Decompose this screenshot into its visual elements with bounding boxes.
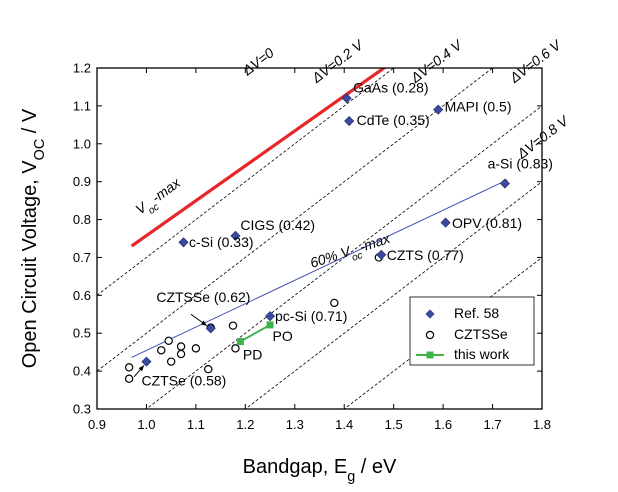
point-label-cigs-0-42: CIGS (0.42) bbox=[240, 217, 315, 233]
point-label-opv-0-81: OPV (0.81) bbox=[452, 215, 522, 231]
x-axis-title: Bandgap, Eg / eV bbox=[243, 456, 397, 485]
x-tick-label-1-3: 1.3 bbox=[286, 417, 304, 432]
y-tick-label-0-7: 0.7 bbox=[73, 250, 91, 265]
point-label-cztsse-0-62: CZTSSe (0.62) bbox=[156, 289, 250, 305]
this-work-line bbox=[239, 324, 271, 343]
x-tick-label-0-9: 0.9 bbox=[88, 417, 106, 432]
arrow-cztsse-head bbox=[200, 320, 207, 326]
point-label-c-si-0-33: c-Si (0.33) bbox=[189, 234, 254, 250]
this-work-series: PD PO bbox=[236, 321, 293, 363]
voc-curves bbox=[130, 68, 508, 358]
x-tick-label-1-0: 1.0 bbox=[137, 417, 155, 432]
y-tick-label-1-0: 1.0 bbox=[73, 136, 91, 151]
legend-label-this-work: this work bbox=[454, 346, 510, 362]
ref58-point-opv-0-81 bbox=[440, 217, 451, 228]
y-tick-label-0-6: 0.6 bbox=[73, 288, 91, 303]
this-work-point-0 bbox=[236, 338, 244, 346]
point-label-gaas-0-28: GaAs (0.28) bbox=[353, 80, 428, 96]
legend-label-ref-58: Ref. 58 bbox=[454, 305, 499, 321]
y-tick-label-0-4: 0.4 bbox=[73, 364, 91, 379]
cztsse-point-10 bbox=[228, 321, 238, 330]
x-tick-label-1-5: 1.5 bbox=[385, 417, 403, 432]
ref58-point-a-si-0-83 bbox=[499, 178, 510, 189]
ref58-point-pc-si-0-71 bbox=[265, 311, 276, 322]
this-work-label-pd: PD bbox=[243, 347, 262, 363]
voc-60-line bbox=[131, 179, 508, 358]
y-tick-label-0-8: 0.8 bbox=[73, 212, 91, 227]
delta-v-line-0 bbox=[97, 68, 395, 296]
x-tick-label-1-8: 1.8 bbox=[533, 417, 551, 432]
voc-max-label: Voc-max bbox=[132, 174, 187, 222]
ref58-point-cztse-0-58 bbox=[141, 356, 152, 367]
cztsse-point-6 bbox=[176, 342, 186, 351]
legend-label-cztsse: CZTSSe bbox=[454, 326, 508, 342]
cztsse-point-0 bbox=[124, 363, 134, 372]
voc-max-line bbox=[130, 68, 387, 248]
y-tick-label-0-5: 0.5 bbox=[73, 326, 91, 341]
x-tick-label-1-2: 1.2 bbox=[236, 417, 254, 432]
cztsse-point-2 bbox=[157, 346, 166, 355]
arrows bbox=[133, 313, 208, 378]
ref58-point-cigs-0-42 bbox=[230, 230, 241, 241]
legend: Ref. 58 CZTSSe this work bbox=[409, 296, 535, 366]
point-label-pc-si-0-71: pc-Si (0.71) bbox=[275, 308, 347, 324]
data-points bbox=[124, 93, 510, 383]
ref58-point-gaas-0-28 bbox=[341, 93, 352, 104]
ref58-point-cdte-0-35 bbox=[344, 116, 355, 127]
delta-v-label-3: ΔV=0.6 V bbox=[506, 36, 565, 87]
this-work-point-1 bbox=[266, 321, 274, 329]
x-tick-label-1-4: 1.4 bbox=[335, 417, 353, 432]
y-tick-label-1-1: 1.1 bbox=[73, 98, 91, 113]
x-tick-label-1-1: 1.1 bbox=[187, 417, 205, 432]
point-label-mapi-0-5: MAPI (0.5) bbox=[445, 99, 512, 115]
x-tick-label-1-7: 1.7 bbox=[484, 417, 502, 432]
legend-cztsse-marker bbox=[425, 330, 435, 340]
delta-v-label-0: ΔV=0 bbox=[239, 44, 277, 79]
cztsse-point-4 bbox=[166, 357, 176, 366]
y-tick-label-0-9: 0.9 bbox=[73, 174, 91, 189]
axes: 0.9 1.0 1.1 1.2 1.3 1.4 1.5 1.6 1.7 1.8 0.3 0.4 0.5 0… bbox=[19, 61, 551, 486]
ref58-point-czts-0-77 bbox=[376, 249, 387, 260]
ref58-point-mapi-0-5 bbox=[433, 104, 444, 115]
y-axis-title: Open Circuit Voltage, VOC / V bbox=[19, 108, 48, 368]
point-label-czts-0-77: CZTS (0.77) bbox=[387, 247, 464, 263]
cztsse-point-7 bbox=[191, 344, 201, 353]
ref58-point-cztsse-0-62 bbox=[205, 323, 216, 334]
point-label-cztse-0-58: CZTSe (0.58) bbox=[142, 373, 227, 389]
y-tick-label-1-2: 1.2 bbox=[73, 61, 91, 76]
point-labels: GaAs (0.28) MAPI (0.5) CdTe (0.35) a-Si (0.… bbox=[142, 80, 553, 389]
cztsse-point-5 bbox=[176, 349, 186, 359]
delta-v-labels: ΔV=0 ΔV=0.2 V ΔV=0.4 V ΔV=0.6 VΔV=0.8 V bbox=[239, 36, 573, 162]
cztsse-point-11 bbox=[231, 344, 240, 353]
this-work-label-po: PO bbox=[273, 328, 293, 344]
plot-frame bbox=[96, 67, 543, 410]
ref58-point-c-si-0-33 bbox=[178, 237, 189, 248]
legend-ref58-marker bbox=[425, 309, 435, 319]
y-tick-label-0-3: 0.3 bbox=[73, 402, 91, 417]
delta-v-line-3 bbox=[244, 181, 542, 409]
arrow-cztse-head bbox=[138, 365, 144, 372]
legend-this-work-marker bbox=[426, 351, 434, 359]
x-tick-label-1-6: 1.6 bbox=[434, 417, 452, 432]
point-label-a-si-0-83: a-Si (0.83) bbox=[488, 155, 553, 171]
cztsse-point-8 bbox=[204, 365, 213, 374]
delta-v-line-2 bbox=[145, 105, 542, 409]
delta-v-line-1 bbox=[97, 68, 494, 372]
cztsse-point-1 bbox=[124, 374, 134, 383]
cztsse-point-3 bbox=[164, 336, 173, 345]
point-label-cdte-0-35: CdTe (0.35) bbox=[357, 112, 430, 128]
cztsse-point-12 bbox=[330, 298, 339, 308]
